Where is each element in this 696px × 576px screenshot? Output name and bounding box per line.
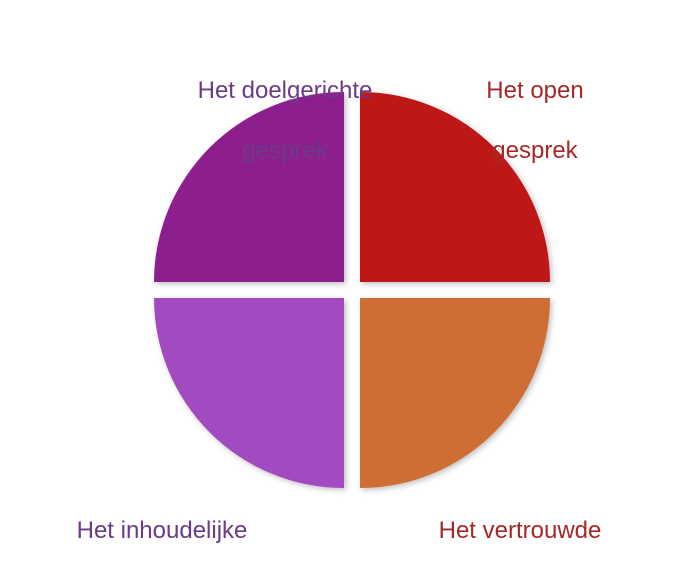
label-line: Het inhoudelijke xyxy=(77,517,248,544)
label-line: Het open xyxy=(486,77,583,104)
pie-chart: Het doelgerichte gesprek Het open gespre… xyxy=(0,0,696,576)
label-line: Het doelgerichte xyxy=(198,77,373,104)
label-bottom-right: Het vertrouwde gesprek xyxy=(400,486,640,576)
quadrant-bottom-right xyxy=(358,296,552,490)
label-line: Het vertrouwde xyxy=(439,517,602,544)
label-top-right: Het open gesprek xyxy=(430,46,640,166)
label-line: gesprek xyxy=(242,137,327,164)
label-line: gesprek xyxy=(492,137,577,164)
quadrant-bottom-left xyxy=(152,296,346,490)
label-top-left: Het doelgerichte gesprek xyxy=(170,46,400,166)
label-bottom-left: Het inhoudelijke gesprek xyxy=(42,486,282,576)
